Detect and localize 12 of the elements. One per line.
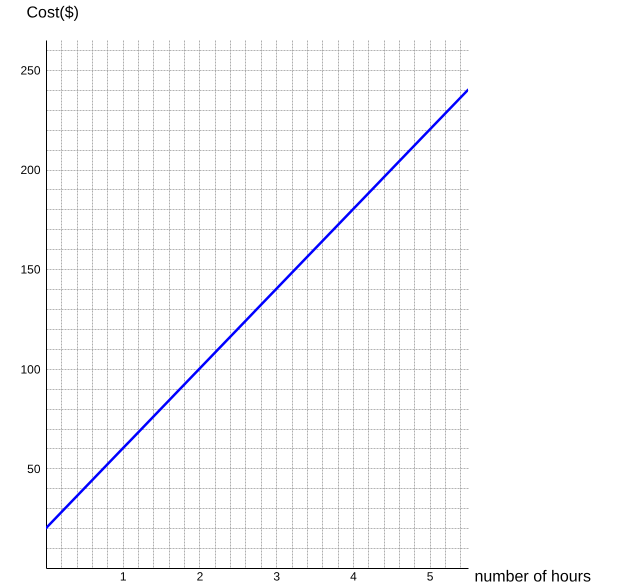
y-axis-title: Cost($) [26,4,79,22]
y-tick-label: 50 [27,462,41,476]
y-tick-label: 150 [20,262,41,277]
y-tick-label: 250 [20,63,41,78]
x-axis-title: number of hours [474,568,592,586]
x-tick-label: 2 [196,570,204,584]
x-tick-label: 1 [120,570,127,584]
y-tick-label: 200 [20,163,41,178]
x-tick-label: 5 [426,570,434,584]
x-tick-label: 3 [273,570,280,584]
x-tick-label: 4 [350,570,358,584]
y-tick-label: 100 [20,362,41,376]
